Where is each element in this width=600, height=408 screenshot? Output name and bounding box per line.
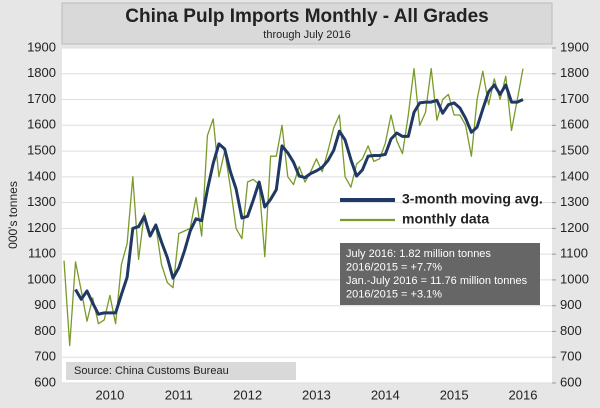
- y-tick-label: 800: [34, 323, 56, 338]
- y-tick-label: 600: [34, 374, 56, 389]
- y2-tick-label: 700: [560, 349, 582, 364]
- annotation-line: Jan.-July 2016 = 11.76 million tonnes: [346, 275, 528, 287]
- grid: [62, 47, 552, 384]
- y-tick-label: 1700: [27, 91, 56, 106]
- y2-tick-label: 1000: [560, 271, 589, 286]
- y-tick-label: 700: [34, 349, 56, 364]
- y-tick-label: 900: [34, 297, 56, 312]
- y-tick-label: 1300: [27, 194, 56, 209]
- legend-label: monthly data: [402, 211, 489, 227]
- series-line: [74, 83, 524, 316]
- series-line: [63, 67, 524, 347]
- source-box: [66, 362, 296, 380]
- legend-label: 3-month moving avg.: [402, 191, 543, 207]
- annotation-line: 2016/2015 = +3.1%: [346, 288, 442, 300]
- chart-subtitle: through July 2016: [263, 29, 350, 41]
- chart-title: China Pulp Imports Monthly - All Grades: [125, 6, 489, 27]
- y-tick-label: 1000: [27, 271, 56, 286]
- y2-tick-label: 1700: [560, 91, 589, 106]
- legend: 3-month moving avg. monthly data: [340, 191, 543, 227]
- x-tick-label: 2011: [165, 387, 193, 402]
- header: [61, 2, 553, 45]
- x-tick-label: 2014: [371, 387, 400, 402]
- y2-tick-label: 900: [560, 297, 582, 312]
- y2-tick-label: 1900: [560, 39, 589, 54]
- y2-tick-label: 1800: [560, 65, 589, 80]
- annotation-line: 2016/2015 = +7.7%: [346, 261, 442, 273]
- y2-tick-label: 600: [560, 374, 582, 389]
- y-tick-label: 1200: [27, 220, 56, 235]
- lines: [63, 67, 524, 347]
- x-tick-label: 2012: [233, 387, 262, 402]
- y-tick-label: 1600: [27, 117, 56, 132]
- source: Source: China Customs Bureau: [74, 365, 229, 377]
- y-tick-label: 1400: [27, 168, 56, 183]
- y2-tick-label: 1300: [560, 194, 589, 209]
- y2-tick-label: 1600: [560, 117, 589, 132]
- y2-tick-label: 1100: [560, 246, 588, 261]
- y-tick-label: 1500: [27, 143, 56, 158]
- x-tick-label: 2015: [440, 387, 469, 402]
- y-axis-label: 000's tonnes: [6, 181, 20, 249]
- x-tick-label: 2010: [95, 387, 124, 402]
- y2-tick-label: 1500: [560, 143, 589, 158]
- y-tick-label: 1100: [28, 246, 56, 261]
- y2-tick-label: 1400: [560, 168, 589, 183]
- y-tick-label: 1800: [27, 65, 56, 80]
- y2-tick-label: 1200: [560, 220, 589, 235]
- y2-tick-label: 800: [560, 323, 582, 338]
- annotation-box: [340, 243, 540, 305]
- annotation-line: July 2016: 1.82 million tonnes: [346, 248, 491, 260]
- x-tick-label: 2013: [302, 387, 331, 402]
- y-tick-label: 1900: [27, 39, 56, 54]
- x-tick-label: 2016: [509, 387, 538, 402]
